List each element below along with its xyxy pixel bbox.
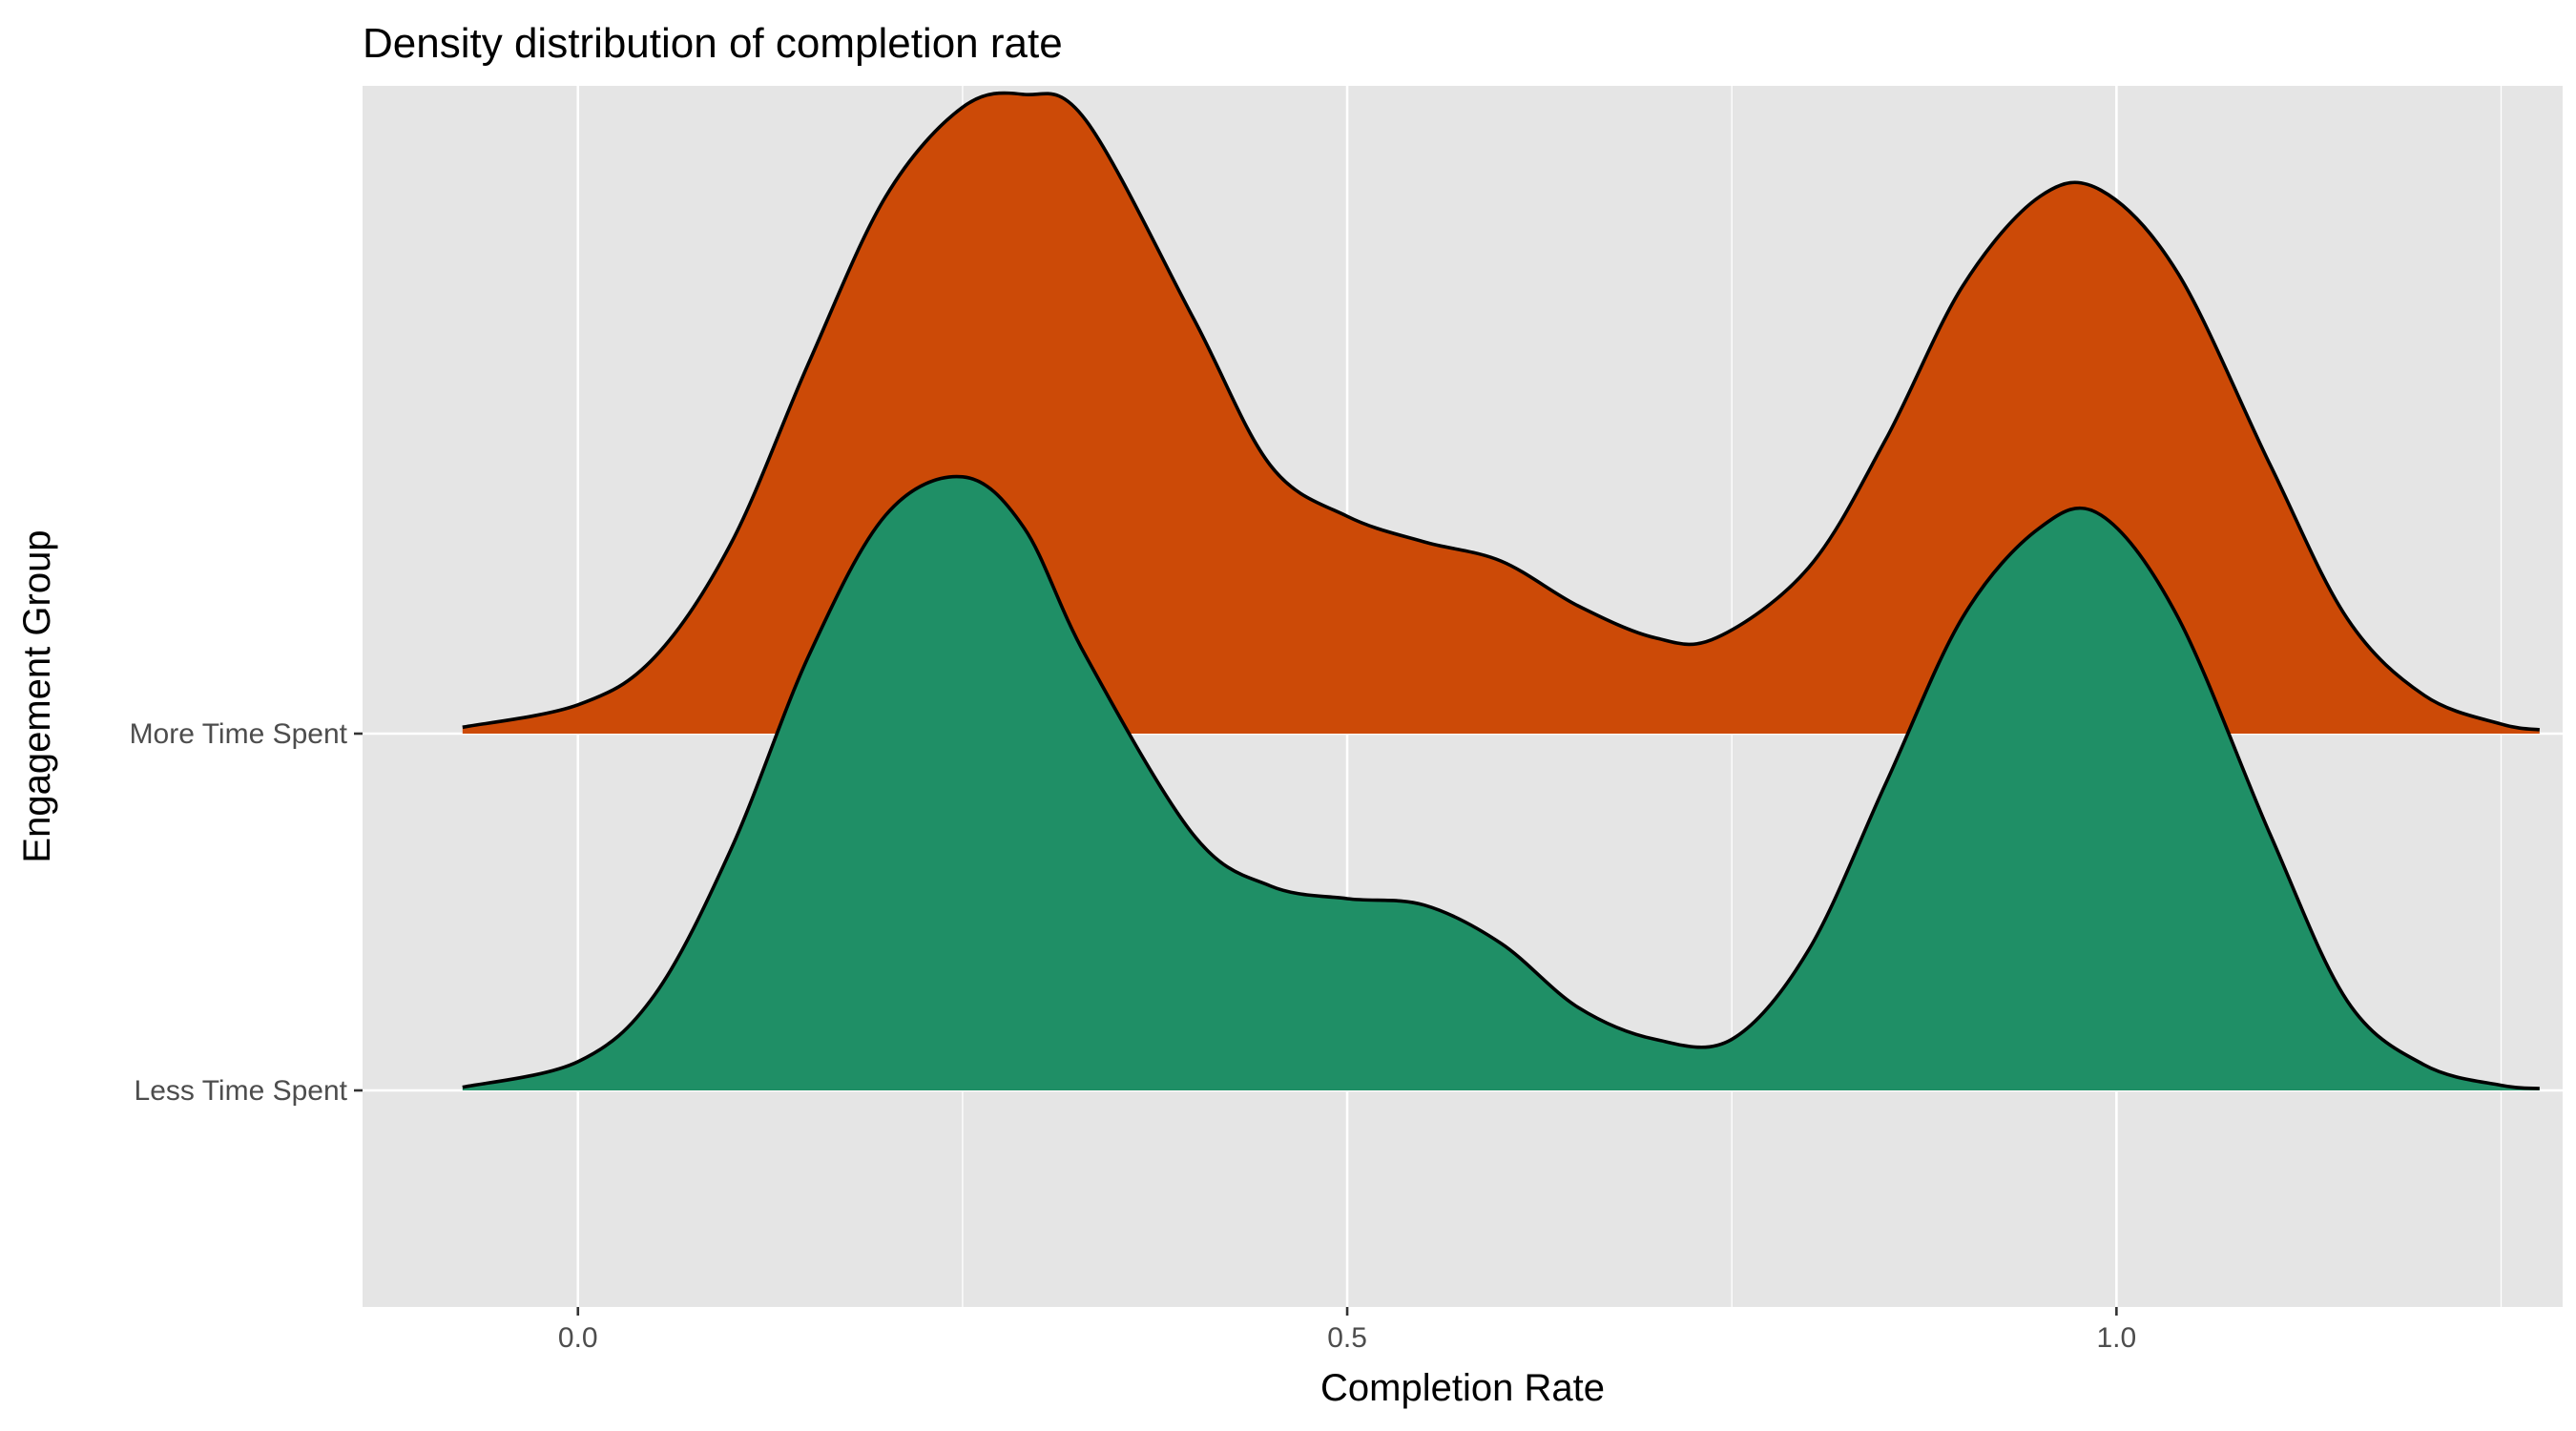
y-axis-title: Engagement Group [16,529,58,862]
ridge-line-more-time-spent [462,91,2541,732]
y-axis-ticks: Less Time Spent More Time Spent [130,718,363,1107]
chart-title: Density distribution of completion rate [363,20,1063,67]
density-ridges [462,91,2541,1090]
x-axis-title: Completion Rate [1320,1367,1605,1409]
x-tick-label: 0.5 [1327,1322,1367,1354]
x-tick-label: 0.0 [558,1322,598,1354]
y-tick-label: Less Time Spent [135,1075,348,1107]
y-tick-label: More Time Spent [130,718,348,750]
ridge-fill-less-time-spent [462,476,2540,1090]
ridge-line-less-time-spent [462,474,2540,1090]
x-axis-ticks: 0.0 0.5 1.0 [558,1307,2136,1354]
x-tick-label: 1.0 [2096,1322,2136,1354]
